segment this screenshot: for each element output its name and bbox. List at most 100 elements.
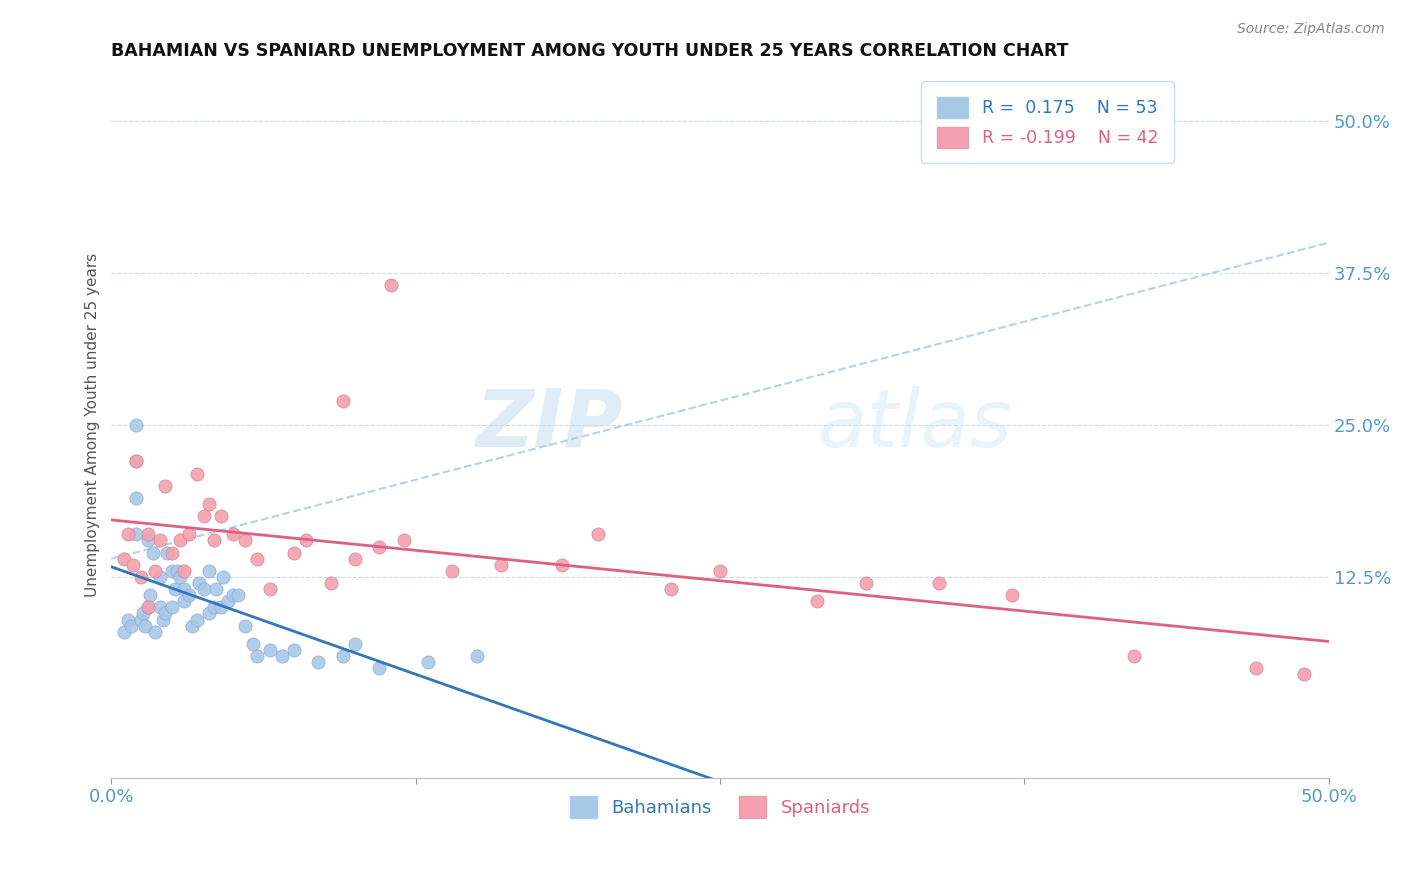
- Point: [162, 564, 184, 578]
- Point: [143, 564, 166, 578]
- Point: [259, 582, 281, 596]
- Point: [1244, 661, 1267, 675]
- Point: [173, 594, 195, 608]
- Point: [205, 582, 228, 596]
- Point: [588, 527, 610, 541]
- Point: [489, 558, 512, 572]
- Point: [332, 648, 354, 663]
- Point: [343, 551, 366, 566]
- Point: [551, 558, 574, 572]
- Point: [143, 624, 166, 639]
- Point: [188, 576, 211, 591]
- Point: [142, 546, 165, 560]
- Point: [392, 533, 415, 548]
- Point: [209, 509, 232, 524]
- Point: [162, 600, 184, 615]
- Point: [125, 527, 148, 541]
- Point: [112, 624, 135, 639]
- Point: [222, 588, 245, 602]
- Point: [153, 607, 176, 621]
- Point: [169, 533, 191, 548]
- Point: [149, 570, 172, 584]
- Point: [136, 600, 159, 615]
- Text: BAHAMIAN VS SPANIARD UNEMPLOYMENT AMONG YOUTH UNDER 25 YEARS CORRELATION CHART: BAHAMIAN VS SPANIARD UNEMPLOYMENT AMONG …: [111, 42, 1069, 60]
- Point: [169, 570, 191, 584]
- Point: [125, 491, 148, 505]
- Point: [136, 533, 159, 548]
- Point: [928, 576, 950, 591]
- Point: [117, 527, 139, 541]
- Point: [136, 600, 159, 615]
- Point: [283, 546, 305, 560]
- Point: [233, 618, 256, 632]
- Point: [173, 582, 195, 596]
- Point: [120, 618, 142, 632]
- Point: [259, 643, 281, 657]
- Point: [193, 582, 215, 596]
- Point: [246, 551, 269, 566]
- Point: [295, 533, 318, 548]
- Point: [270, 648, 292, 663]
- Point: [129, 613, 152, 627]
- Point: [661, 582, 683, 596]
- Point: [368, 540, 391, 554]
- Point: [198, 607, 221, 621]
- Point: [112, 551, 135, 566]
- Point: [193, 509, 215, 524]
- Text: ZIP: ZIP: [475, 386, 623, 464]
- Point: [416, 655, 439, 669]
- Point: [180, 618, 202, 632]
- Point: [125, 454, 148, 468]
- Point: [242, 637, 264, 651]
- Point: [709, 564, 731, 578]
- Point: [212, 570, 235, 584]
- Point: [166, 564, 188, 578]
- Point: [162, 546, 184, 560]
- Point: [202, 600, 225, 615]
- Point: [139, 588, 162, 602]
- Point: [117, 613, 139, 627]
- Point: [332, 393, 354, 408]
- Point: [179, 527, 201, 541]
- Point: [198, 497, 221, 511]
- Point: [122, 558, 145, 572]
- Point: [179, 588, 201, 602]
- Point: [1123, 648, 1146, 663]
- Point: [125, 454, 148, 468]
- Point: [380, 278, 402, 293]
- Point: [217, 594, 239, 608]
- Point: [129, 570, 152, 584]
- Point: [209, 600, 232, 615]
- Point: [152, 613, 174, 627]
- Point: [163, 582, 186, 596]
- Point: [855, 576, 877, 591]
- Point: [806, 594, 828, 608]
- Point: [198, 564, 221, 578]
- Point: [136, 527, 159, 541]
- Point: [125, 417, 148, 432]
- Point: [134, 618, 156, 632]
- Text: atlas: atlas: [817, 386, 1012, 464]
- Point: [441, 564, 464, 578]
- Point: [173, 564, 195, 578]
- Point: [149, 533, 172, 548]
- Point: [149, 600, 172, 615]
- Point: [246, 648, 269, 663]
- Point: [368, 661, 391, 675]
- Point: [153, 479, 176, 493]
- Point: [343, 637, 366, 651]
- Point: [319, 576, 342, 591]
- Point: [307, 655, 329, 669]
- Point: [156, 546, 179, 560]
- Point: [283, 643, 305, 657]
- Point: [132, 607, 155, 621]
- Point: [202, 533, 225, 548]
- Text: Source: ZipAtlas.com: Source: ZipAtlas.com: [1237, 22, 1385, 37]
- Point: [1001, 588, 1024, 602]
- Point: [222, 527, 245, 541]
- Y-axis label: Unemployment Among Youth under 25 years: Unemployment Among Youth under 25 years: [86, 252, 100, 597]
- Point: [465, 648, 488, 663]
- Point: [233, 533, 256, 548]
- Point: [226, 588, 249, 602]
- Point: [186, 467, 208, 481]
